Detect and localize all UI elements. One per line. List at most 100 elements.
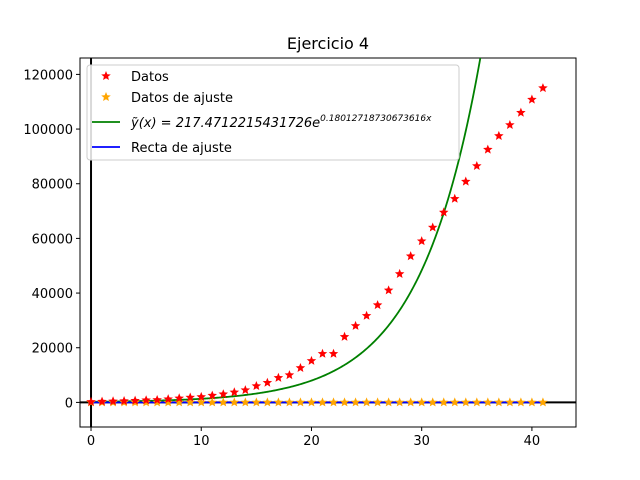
- data-point: [450, 193, 460, 203]
- data-point: [86, 396, 96, 406]
- y-tick-label: 0: [65, 396, 73, 411]
- fit-data-point: [505, 397, 515, 407]
- data-point: [328, 348, 339, 358]
- data-point: [273, 372, 284, 382]
- data-point: [196, 391, 206, 401]
- data-point: [461, 176, 471, 186]
- data-point: [295, 362, 306, 373]
- data-point: [108, 396, 118, 406]
- fit-data-point: [516, 397, 526, 407]
- data-point: [505, 119, 515, 130]
- data-point: [350, 320, 361, 330]
- x-tick-label: 30: [413, 434, 430, 449]
- fit-data-point: [372, 397, 383, 407]
- legend-box: [86, 64, 460, 161]
- data-layer: [86, 58, 548, 407]
- data-point: [174, 393, 184, 403]
- fit-data-point: [405, 397, 416, 407]
- fit-data-point: [207, 397, 218, 407]
- legend: Datos Datos de ajuste ỹ(x) = 217.471221543…: [86, 64, 460, 161]
- fit-data-point: [163, 397, 173, 407]
- data-point: [383, 285, 394, 295]
- plot-frame: [79, 57, 577, 428]
- data-point: [416, 236, 427, 246]
- fit-data-point: [483, 397, 493, 407]
- data-point: [527, 94, 537, 104]
- fit-data-point: [494, 397, 504, 407]
- data-point: [361, 310, 372, 320]
- fit-data-point: [251, 397, 262, 407]
- fit-data-point: [284, 397, 295, 407]
- fit-data-point: [262, 397, 273, 407]
- fit-data-point: [218, 397, 229, 407]
- legend-datos-ajuste-label: Datos de ajuste: [131, 91, 233, 106]
- fit-data-point: [361, 397, 372, 407]
- data-point: [97, 396, 107, 406]
- data-point: [494, 130, 504, 140]
- x-tick-label: 20: [303, 434, 320, 449]
- fit-data-point: [339, 397, 350, 407]
- chart-title: Ejercicio 4: [287, 34, 369, 53]
- legend-recta-label: Recta de ajuste: [131, 141, 232, 156]
- x-tick-label: 40: [524, 434, 541, 449]
- y-tick-label: 60000: [32, 232, 73, 247]
- fit-data-point: [240, 397, 251, 407]
- data-point: [372, 300, 383, 310]
- data-point: [483, 144, 493, 154]
- fit-data-point: [174, 397, 184, 407]
- fit-data-point: [450, 397, 460, 407]
- fit-data-point: [317, 397, 328, 407]
- data-point: [472, 160, 482, 171]
- fit-data-point: [383, 397, 394, 407]
- data-point: [251, 381, 262, 391]
- y-tick-label: 40000: [32, 287, 73, 302]
- y-tick-label: 80000: [32, 178, 73, 193]
- data-point: [306, 355, 317, 365]
- fit-data-point: [328, 397, 339, 407]
- fit-data-point: [438, 397, 449, 407]
- data-point: [163, 394, 173, 404]
- fit-data-point: [350, 397, 361, 407]
- data-point: [427, 222, 438, 232]
- data-point: [516, 107, 526, 117]
- data-point: [207, 390, 218, 400]
- y-tick-label: 120000: [23, 68, 73, 83]
- data-point: [152, 394, 162, 404]
- fit-data-point: [295, 397, 306, 407]
- x-tick-label: 10: [193, 434, 210, 449]
- x-tick-label: 0: [87, 434, 95, 449]
- fit-data-point: [427, 397, 438, 407]
- data-point: [141, 395, 151, 405]
- fit-data-point: [185, 397, 195, 407]
- fit-data-point: [394, 397, 405, 407]
- data-point: [339, 331, 350, 341]
- data-point: [438, 207, 449, 217]
- fit-data-point: [538, 397, 548, 407]
- axes-layer: 0 10 20 30 40 0 20000 40000 60000 80000 100000 1200…: [23, 57, 577, 449]
- legend-curve-label: ỹ(x) = 217.4712215431726e0.1801271873067…: [130, 114, 432, 131]
- y-tick-label: 100000: [23, 123, 73, 138]
- data-point: [185, 392, 195, 402]
- fit-data-point: [527, 397, 537, 407]
- data-point: [405, 251, 416, 261]
- fit-data-point: [229, 397, 240, 407]
- data-point: [240, 385, 251, 395]
- data-point: [317, 348, 328, 358]
- fit-data-point: [196, 397, 206, 407]
- data-point: [262, 377, 273, 387]
- data-point: [538, 83, 548, 93]
- data-point: [394, 268, 405, 278]
- data-point: [218, 389, 229, 399]
- data-point: [284, 370, 295, 380]
- fit-data-point: [416, 397, 427, 407]
- data-point: [229, 387, 240, 397]
- plot-area: [86, 58, 548, 407]
- legend-datos-ajuste-marker: [101, 92, 111, 102]
- fit-data-point: [461, 397, 471, 407]
- y-tick-label: 20000: [32, 342, 73, 357]
- fit-curve: [91, 58, 482, 403]
- fit-data-point: [273, 397, 284, 407]
- fit-data-point: [306, 397, 317, 407]
- fit-data-point: [472, 397, 482, 407]
